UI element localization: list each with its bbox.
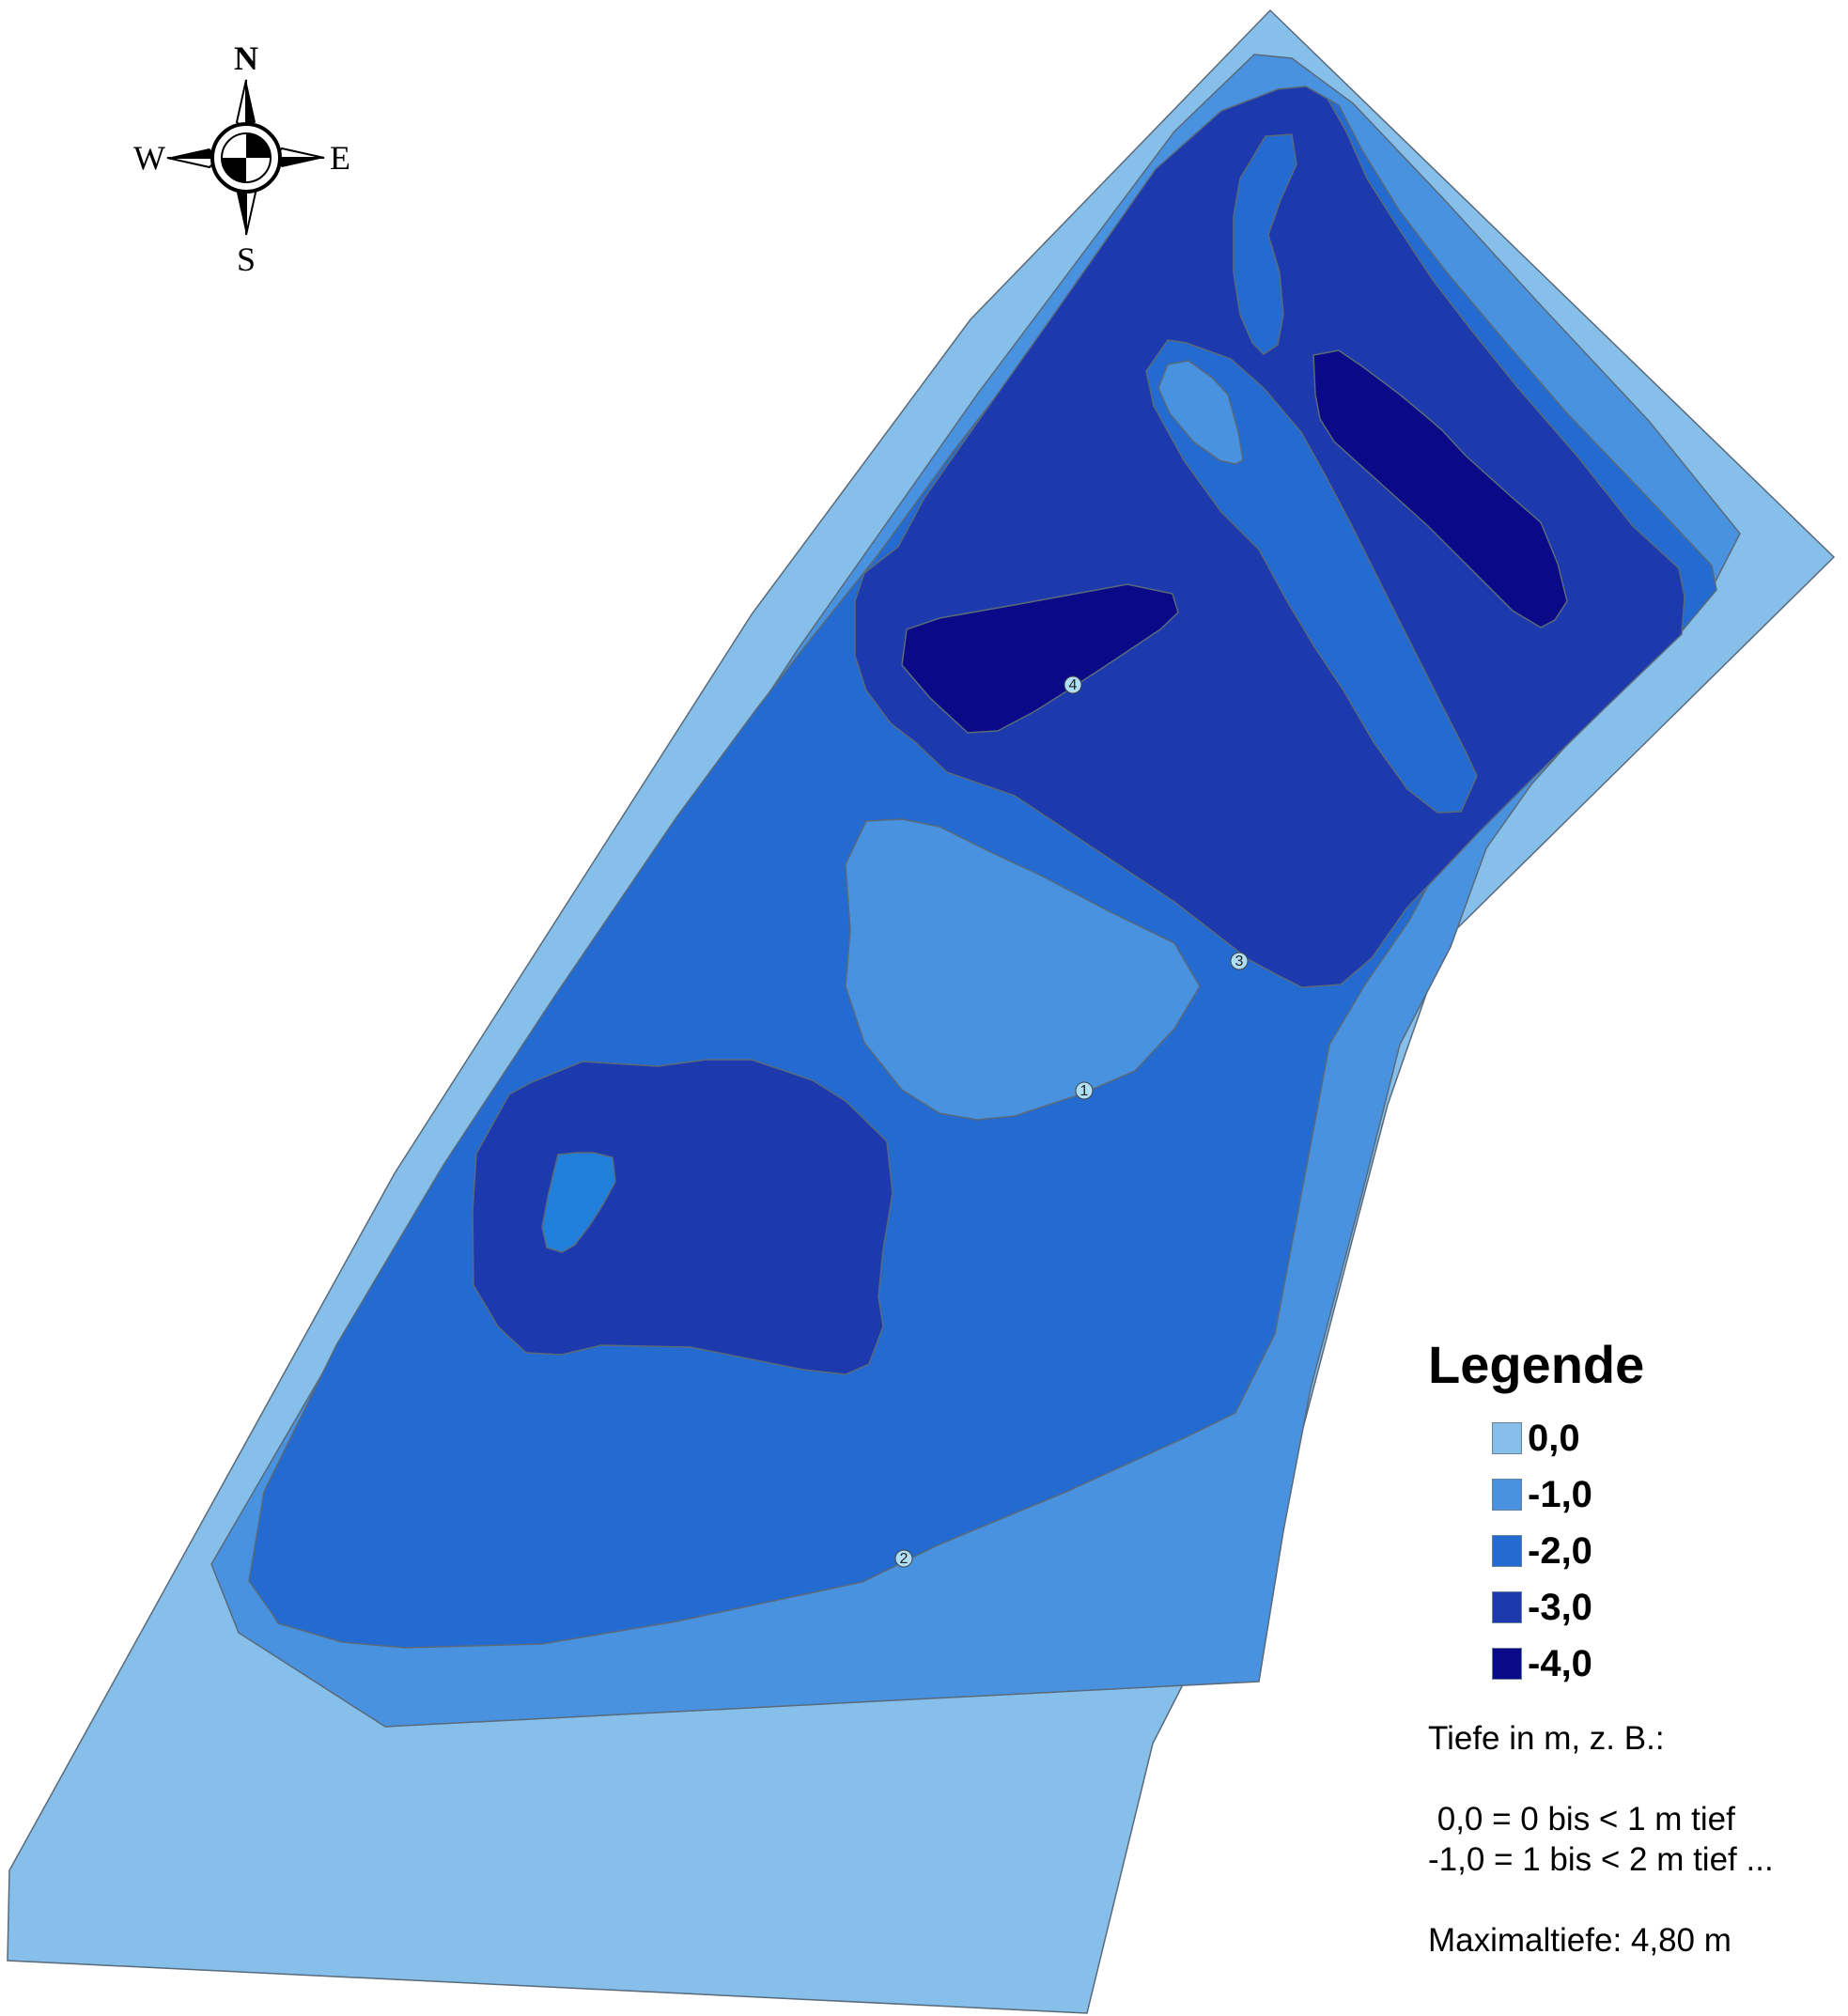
depth-zone-4-east — [1312, 349, 1568, 628]
legend-swatch — [1492, 1591, 1522, 1623]
legend-label: -2,0 — [1528, 1529, 1592, 1572]
legend-item-depth-3: -3,0 — [1428, 1579, 1841, 1636]
compass-rose-icon: N S W E — [133, 39, 350, 278]
compass-north-label: N — [234, 39, 258, 77]
legend-label: 0,0 — [1528, 1417, 1580, 1459]
survey-marker-3: 3 — [1230, 952, 1249, 970]
svg-text:4: 4 — [1069, 677, 1078, 693]
compass-west-label: W — [133, 139, 165, 177]
svg-text:2: 2 — [900, 1551, 908, 1567]
legend-swatch — [1492, 1479, 1522, 1511]
compass-east-label: E — [330, 139, 350, 177]
map-legend: Legende 0,0 -1,0 -2,0 -3,0 -4,0 Tiefe in… — [1428, 1334, 1841, 1961]
svg-text:1: 1 — [1080, 1083, 1089, 1099]
depth-zone-spot — [541, 1152, 616, 1253]
compass-south-label: S — [237, 240, 256, 278]
legend-note-intro: Tiefe in m, z. B.: — [1428, 1720, 1665, 1757]
depth-zone-2-spike — [1233, 133, 1297, 355]
legend-note-example-1: 0,0 = 0 bis < 1 m tief — [1428, 1801, 1735, 1838]
survey-marker-4: 4 — [1064, 675, 1082, 694]
survey-marker-1: 1 — [1075, 1081, 1094, 1100]
depth-zone-3-west — [472, 1059, 893, 1375]
legend-swatch — [1492, 1648, 1522, 1680]
survey-marker-2: 2 — [894, 1549, 913, 1568]
legend-note: Tiefe in m, z. B.: 0,0 = 0 bis < 1 m tie… — [1428, 1718, 1841, 1961]
legend-label: -1,0 — [1528, 1473, 1592, 1515]
depth-zone-4-west — [901, 583, 1179, 734]
legend-swatch — [1492, 1422, 1522, 1454]
svg-text:3: 3 — [1235, 954, 1244, 969]
legend-item-depth-0: 0,0 — [1428, 1410, 1841, 1466]
legend-item-depth-4: -4,0 — [1428, 1636, 1841, 1692]
legend-label: -3,0 — [1528, 1586, 1592, 1628]
depth-zone-1-bean — [845, 818, 1201, 1121]
legend-item-depth-2: -2,0 — [1428, 1523, 1841, 1579]
legend-item-depth-1: -1,0 — [1428, 1466, 1841, 1523]
legend-label: -4,0 — [1528, 1642, 1592, 1684]
legend-note-example-2: -1,0 = 1 bis < 2 m tief ... — [1428, 1841, 1774, 1878]
depth-zone-1-ridge-top — [1157, 360, 1244, 465]
legend-title: Legende — [1428, 1335, 1645, 1394]
legend-swatch — [1492, 1535, 1522, 1567]
legend-note-max-depth: Maximaltiefe: 4,80 m — [1428, 1922, 1732, 1959]
